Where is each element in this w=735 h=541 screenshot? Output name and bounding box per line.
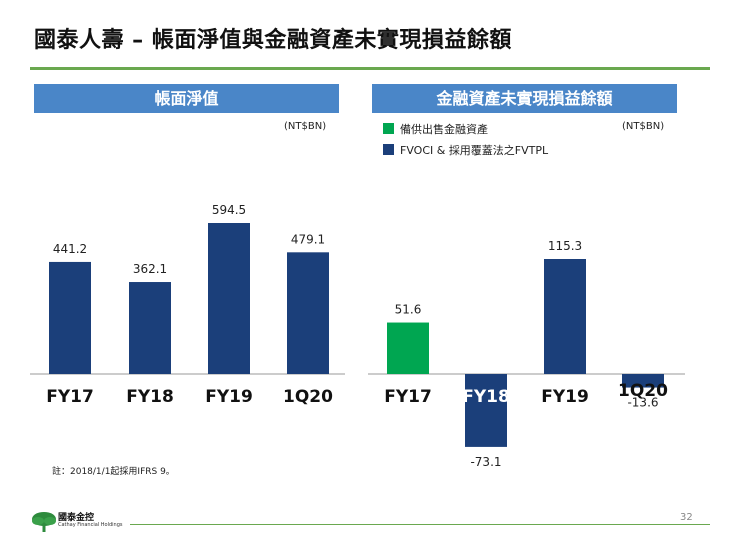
data-label-1q20: 479.1 <box>291 232 325 246</box>
page-number: 32 <box>680 512 693 523</box>
left-unit-label: (NT$BN) <box>284 121 327 132</box>
data-label-fy17: 441.2 <box>53 242 87 256</box>
tree-logo-icon <box>32 512 56 532</box>
data-label-fy18: -73.1 <box>470 455 501 469</box>
category-label-fy19: FY19 <box>541 387 589 407</box>
footer-rule <box>130 524 710 525</box>
legend-label-afs: 備供出售金融資產 <box>400 123 488 136</box>
bar-fy19 <box>208 223 250 374</box>
category-label-fy17: FY17 <box>46 387 94 407</box>
data-label-fy19: 115.3 <box>548 239 582 253</box>
category-label-1q20: 1Q20 <box>618 381 668 401</box>
data-label-1q20: -13.6 <box>627 396 658 410</box>
bar-1q20 <box>622 374 664 388</box>
category-label-1q20: 1Q20 <box>283 387 333 407</box>
legend-item-afs: 備供出售金融資產 <box>383 121 488 137</box>
logo-subtitle: Cathay Financial Holdings <box>58 522 123 528</box>
bar-fy18 <box>129 282 171 374</box>
footnote: 註：2018/1/1起採用IFRS 9。 <box>52 467 175 477</box>
logo-name: 國泰金控 <box>58 513 95 523</box>
legend-swatch-blue <box>383 144 394 155</box>
data-label-fy18: 362.1 <box>133 262 167 276</box>
right-panel-heading: 金融資產未實現損益餘額 <box>372 84 677 113</box>
left-panel-heading: 帳面淨值 <box>34 84 339 113</box>
legend-swatch-green <box>383 123 394 134</box>
book-value-chart: 441.2 FY17 362.1 FY18 594.5 FY19 479.1 1Q20 <box>30 203 345 407</box>
title-underline <box>30 67 710 70</box>
category-label-fy17: FY17 <box>384 387 432 407</box>
data-label-fy17: 51.6 <box>395 303 422 317</box>
bar-fy17 <box>387 322 429 374</box>
legend-label-fvoci: FVOCI & 採用覆蓋法之FVTPL <box>400 144 549 157</box>
bar-fy19 <box>544 259 586 374</box>
page-title: 國泰人壽 – 帳面淨值與金融資產未實現損益餘額 <box>34 28 512 53</box>
category-label-fy18: FY18 <box>126 387 174 407</box>
bar-fy18 <box>465 374 507 447</box>
bar-fy17 <box>49 261 91 374</box>
right-unit-label: (NT$BN) <box>622 121 665 132</box>
category-label-fy19: FY19 <box>205 387 253 407</box>
data-label-fy19: 594.5 <box>212 203 246 217</box>
bar-1q20 <box>287 252 329 374</box>
legend-item-fvoci: FVOCI & 採用覆蓋法之FVTPL <box>383 142 548 158</box>
category-label-fy18: FY18 <box>462 387 510 407</box>
